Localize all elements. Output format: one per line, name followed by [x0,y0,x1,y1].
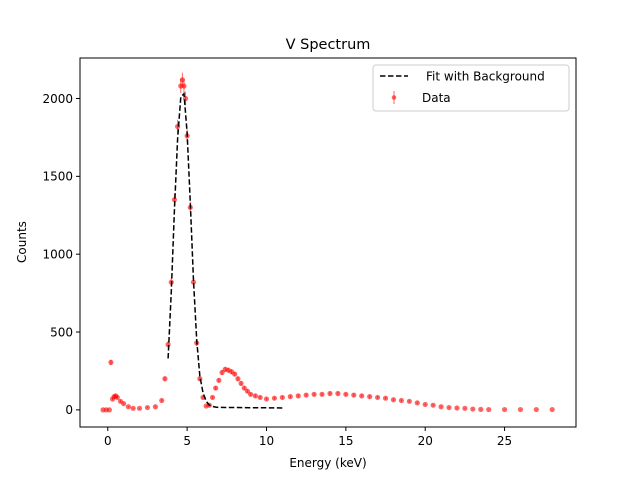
legend-box [372,64,570,112]
data-point [501,406,508,413]
x-tick-label: 10 [259,434,274,448]
x-tick-label: 25 [497,434,512,448]
data-point [238,380,244,387]
data-point [295,393,301,399]
x-axis-label: Energy (keV) [289,456,366,470]
data-point [257,394,263,401]
data-point [244,388,251,394]
data-point [367,394,373,400]
data-point [549,406,555,413]
data-point [311,391,317,397]
data-point [470,406,476,412]
data-point [190,279,197,285]
x-axis-ticks: 0 5 10 15 20 25 [104,427,512,448]
data-point [213,385,219,391]
x-tick-label: 15 [338,434,353,448]
data-point [414,400,420,406]
x-tick-label: 20 [418,434,433,448]
data-point [271,395,278,401]
data-point [486,406,492,413]
data-point [478,406,484,413]
data-point [136,405,143,411]
data-point [279,394,285,401]
x-tick-label: 0 [104,434,112,448]
data-point [319,391,325,397]
data-point [517,406,524,413]
data-point [130,405,136,411]
legend-fit-label: Fit with Background [426,70,545,84]
data-point [209,394,216,401]
plot-data-layer [100,72,555,413]
data-point [114,394,120,401]
y-axis-label: Counts [15,221,29,263]
data-point [335,390,341,397]
data-point [197,376,203,382]
data-point [144,404,151,411]
data-point [181,83,187,89]
data-point [171,197,178,203]
data-point [327,390,333,397]
chart-title: V Spectrum [286,37,371,53]
data-point [398,397,405,404]
legend: Fit with Background Data [372,64,570,112]
data-point [375,394,381,401]
y-axis-ticks: 0 500 1000 1500 2000 [42,92,80,417]
data-point [125,404,132,410]
data-point [252,393,258,399]
data-point [359,393,365,399]
data-point [430,402,436,408]
fit-line [167,92,283,409]
data-point [382,395,389,401]
data-point [343,391,349,397]
data-point [446,404,452,411]
data-point [422,401,428,408]
data-point [533,406,539,413]
y-tick-label: 1000 [42,247,73,261]
x-tick-label: 5 [183,434,191,448]
data-point [106,407,112,413]
legend-data-label: Data [422,91,451,105]
data-point [241,385,247,391]
y-tick-label: 1500 [42,170,73,184]
data-point [454,405,460,411]
data-point [263,396,270,402]
data-point [248,391,254,397]
data-point [162,376,168,382]
data-point [406,398,412,404]
data-point [219,369,225,376]
data-point [351,392,357,398]
y-tick-label: 0 [65,403,73,417]
y-tick-label: 500 [50,325,73,339]
data-point [303,392,309,398]
data-point [462,405,468,411]
data-point [390,397,397,403]
data-point [235,376,241,382]
data-point [232,371,238,377]
y-tick-label: 2000 [42,92,73,106]
data-point [152,404,158,410]
data-point [108,359,114,365]
plot-frame [79,57,577,428]
data-point [287,394,293,400]
data-point [438,404,444,410]
data-point [216,377,222,383]
data-point [159,397,165,404]
data-point [121,401,127,407]
legend-data-marker-swatch [391,95,397,100]
